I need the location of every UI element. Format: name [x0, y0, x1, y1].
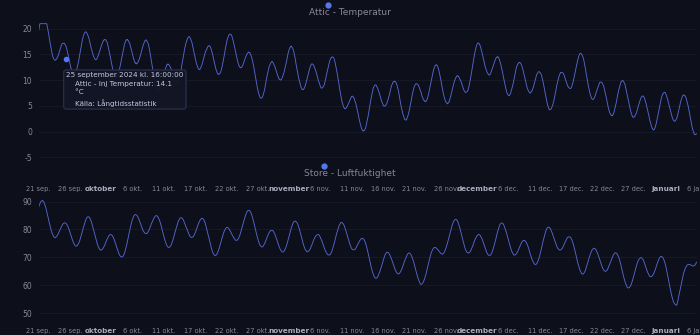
Text: 25 september 2024 kl. 16:00:00
    Attic - Inj Temperatur: 14.1
    °C
    Källa: 25 september 2024 kl. 16:00:00 Attic - I…	[66, 72, 183, 107]
Text: Store - Luftfuktighet: Store - Luftfuktighet	[304, 169, 395, 178]
Text: Attic - Temperatur: Attic - Temperatur	[309, 8, 391, 17]
